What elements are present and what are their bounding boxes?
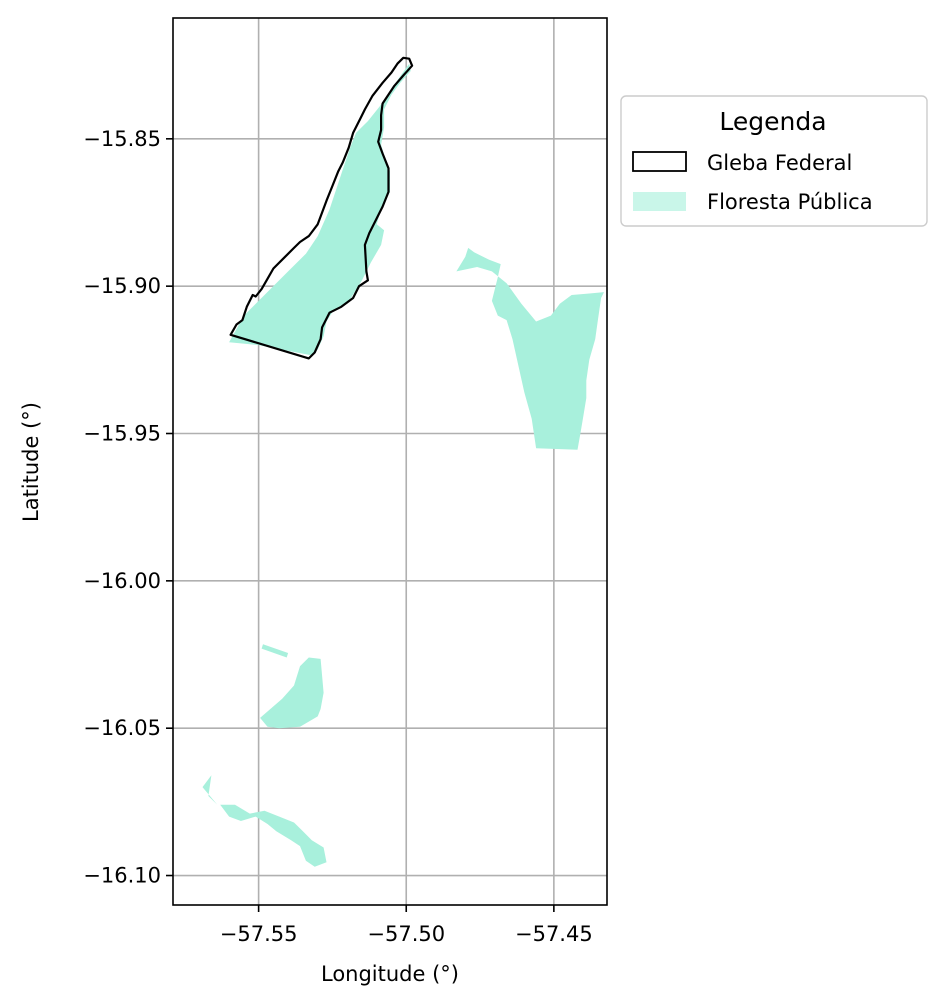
legend-box: [620, 95, 928, 227]
y-tick-label-1: −15.90: [83, 274, 161, 298]
legend-swatch-gleba-federal: [632, 151, 687, 172]
floresta-publica-polygon-3: [260, 657, 324, 729]
floresta-publica-polygon-0: [229, 63, 411, 356]
floresta-publica-polygon-1: [456, 247, 604, 450]
plot-area: [173, 18, 607, 905]
floresta-publica-layer: [202, 63, 604, 867]
gleba-federal-outline: [229, 56, 414, 360]
y-tick-label-5: −16.10: [83, 864, 161, 888]
x-axis-ticks: −57.55 −57.50 −57.45: [220, 905, 593, 946]
legend-label-gleba-federal: Gleba Federal: [707, 151, 852, 175]
gridlines: [173, 18, 607, 905]
x-tick-label-2: −57.45: [515, 922, 593, 946]
x-tick-label-1: −57.50: [367, 922, 445, 946]
legend-label-floresta-publica: Floresta Pública: [707, 190, 873, 214]
y-tick-label-0: −15.85: [83, 127, 161, 151]
gleba-federal-layer: [229, 56, 414, 360]
floresta-publica-polygon-2: [261, 644, 289, 658]
x-axis-label: Longitude (°): [321, 962, 459, 986]
floresta-publica-polygon-4: [220, 804, 327, 867]
y-tick-label-3: −16.00: [83, 569, 161, 593]
legend-title: Legenda: [719, 107, 826, 136]
y-tick-label-4: −16.05: [83, 716, 161, 740]
floresta-publica-polygon-5: [202, 775, 218, 805]
plot-frame: [172, 17, 608, 906]
legend: Legenda Gleba Federal Floresta Pública: [620, 95, 928, 227]
x-tick-label-0: −57.55: [220, 922, 298, 946]
y-axis-ticks: −15.85 −15.90 −15.95 −16.00 −16.05 −16.10: [83, 127, 173, 888]
legend-swatch-floresta-publica: [633, 192, 686, 211]
y-tick-label-2: −15.95: [83, 422, 161, 446]
y-axis-label: Latitude (°): [19, 402, 43, 522]
